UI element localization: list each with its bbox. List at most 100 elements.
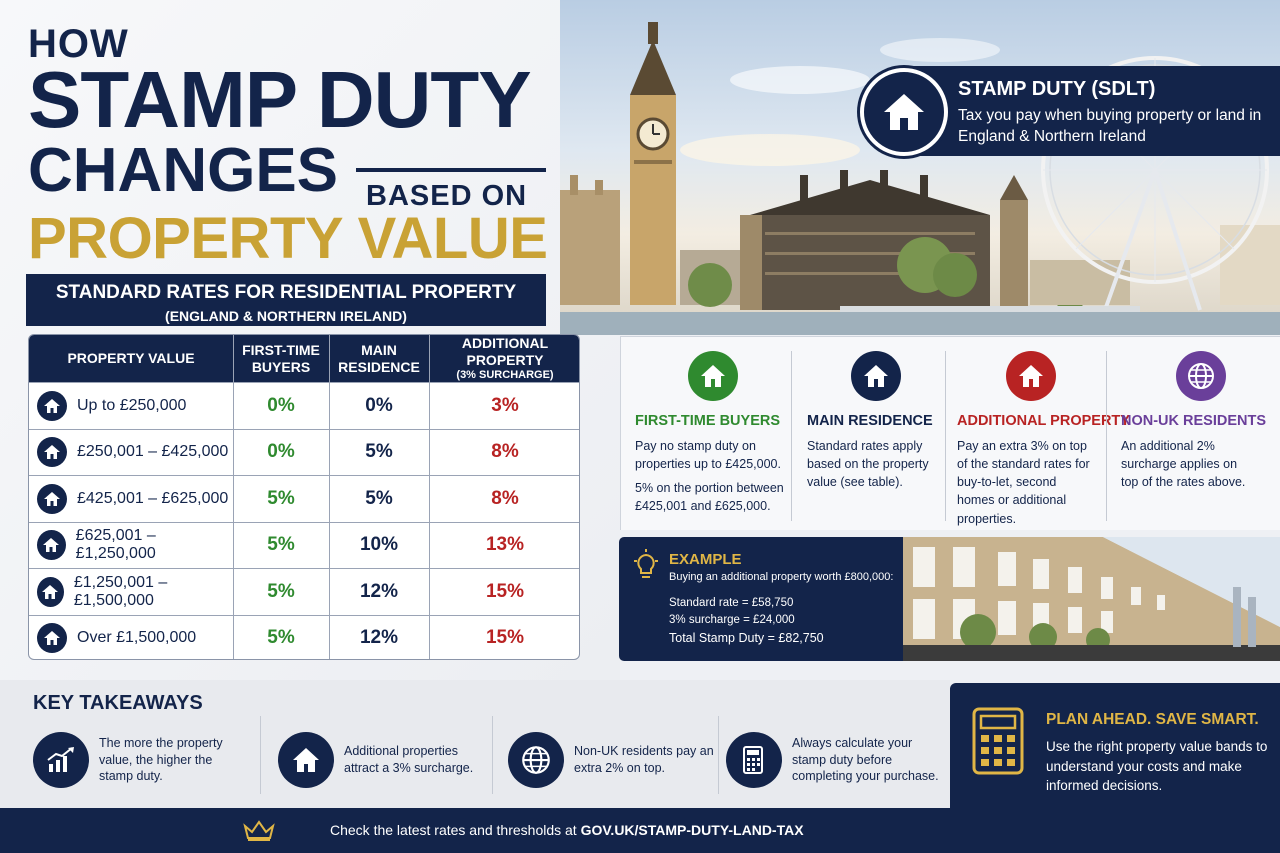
home-icon <box>37 576 64 607</box>
cell-first-time: 5% <box>267 487 295 509</box>
crown-icon <box>243 820 275 841</box>
cell-main: 12% <box>359 627 399 649</box>
rates-header-subtitle: (ENGLAND & NORTHERN IRELAND) <box>165 308 407 324</box>
header-additional: ADDITIONAL PROPERTY (3% SURCHARGE) <box>429 335 579 382</box>
cell-first-time: 5% <box>267 580 295 602</box>
home-icon <box>278 732 334 788</box>
cell-band: £250,001 – £425,000 <box>29 430 233 476</box>
takeaway-item: Additional properties attract a 3% surch… <box>278 720 484 800</box>
table-row: Over £1,500,000 5% 12% 15% <box>29 614 579 660</box>
card-title: FIRST-TIME BUYERS <box>635 413 781 429</box>
title-based-on: BASED ON <box>366 180 528 212</box>
takeaway-text: Non-UK residents pay an extra 2% on top. <box>574 744 714 775</box>
globe-icon <box>1176 351 1226 401</box>
band-label: £1,250,001 – £1,500,000 <box>73 573 168 609</box>
column-divider <box>329 335 330 659</box>
cell-main: 12% <box>359 580 399 602</box>
home-icon <box>37 437 67 468</box>
terraced-houses-image <box>903 537 1280 661</box>
takeaway-divider <box>492 716 493 794</box>
sdlt-title: STAMP DUTY (SDLT) <box>958 78 1156 100</box>
cell-additional: 13% <box>485 534 525 556</box>
card-desc-2: 5% on the portion between £425,001 and £… <box>635 481 784 514</box>
takeaway-item: The more the property value, the higher … <box>33 720 229 800</box>
table-row: £250,001 – £425,000 0% 5% 8% <box>29 428 579 476</box>
plan-ahead-box: PLAN AHEAD. SAVE SMART. Use the right pr… <box>950 683 1280 808</box>
cell-main: 0% <box>365 394 393 416</box>
plan-title: PLAN AHEAD. SAVE SMART. <box>1046 711 1259 728</box>
takeaway-text: Always calculate your stamp duty before … <box>792 735 939 784</box>
band-label: £250,001 – £425,000 <box>77 443 229 461</box>
calculator-icon <box>972 707 1024 775</box>
cell-first-time: 0% <box>267 394 295 416</box>
home-icon <box>688 351 738 401</box>
home-icon <box>37 530 66 561</box>
card-main-residence: MAIN RESIDENCE Standard rates apply base… <box>793 337 945 531</box>
band-label: £625,001 – £1,250,000 <box>75 527 156 563</box>
cell-first-time: 5% <box>267 627 295 649</box>
footer-text: Check the latest rates and thresholds at… <box>330 822 804 838</box>
card-desc: Pay an extra 3% on top of the standard r… <box>957 439 1090 526</box>
example-title: EXAMPLE <box>669 551 742 568</box>
home-icon <box>851 351 901 401</box>
home-icon <box>1006 351 1056 401</box>
cell-band: Up to £250,000 <box>29 383 233 429</box>
cell-main: 5% <box>365 441 393 463</box>
home-icon <box>37 483 67 514</box>
takeaway-item: Non-UK residents pay an extra 2% on top. <box>508 720 719 800</box>
cell-band: £1,250,001 – £1,500,000 <box>29 569 233 615</box>
home-icon <box>37 390 67 421</box>
takeaway-divider <box>260 716 261 794</box>
lightbulb-icon <box>634 549 658 578</box>
header-main: MAIN RESIDENCE <box>338 341 420 375</box>
example-intro: Buying an additional property worth £800… <box>669 571 894 583</box>
card-title: MAIN RESIDENCE <box>807 413 933 429</box>
table-header: PROPERTY VALUE FIRST-TIME BUYERS MAIN RE… <box>29 335 579 382</box>
title-how: HOW <box>28 22 129 66</box>
sdlt-banner: STAMP DUTY (SDLT) Tax you pay when buyin… <box>900 66 1280 156</box>
rates-table: PROPERTY VALUE FIRST-TIME BUYERS MAIN RE… <box>28 334 580 660</box>
band-label: £425,001 – £625,000 <box>77 489 229 507</box>
example-box: EXAMPLE Buying an additional property wo… <box>619 537 903 661</box>
band-label: Over £1,500,000 <box>77 629 197 647</box>
cell-additional: 8% <box>491 441 519 463</box>
card-divider <box>1106 351 1107 521</box>
table-row: £1,250,001 – £1,500,000 5% 12% 15% <box>29 568 579 615</box>
home-icon <box>37 623 67 654</box>
example-standard: Standard rate = £58,750 <box>669 597 794 609</box>
cell-main: 10% <box>359 534 399 556</box>
card-desc: Pay no stamp duty on properties up to £4… <box>635 439 781 472</box>
cell-additional: 15% <box>485 580 525 602</box>
card-title: NON-UK RESIDENTS <box>1121 413 1267 429</box>
table-row: £425,001 – £625,000 5% 5% 8% <box>29 475 579 522</box>
header-additional-label: ADDITIONAL PROPERTY <box>461 335 549 368</box>
card-non-uk-residents: NON-UK RESIDENTS An additional 2% surcha… <box>1107 337 1280 531</box>
cell-main: 5% <box>365 487 393 509</box>
takeaway-text: The more the property value, the higher … <box>99 735 223 784</box>
takeaway-divider <box>718 716 719 794</box>
footer-prefix: Check the latest rates and thresholds at <box>330 822 577 838</box>
chart-up-icon <box>33 732 89 788</box>
example-lines: Standard rate = £58,750 3% surcharge = £… <box>669 595 795 628</box>
cell-band: £425,001 – £625,000 <box>29 476 233 522</box>
column-divider <box>429 335 430 659</box>
footer: Check the latest rates and thresholds at… <box>0 808 1280 853</box>
title-changes: CHANGES <box>28 136 339 205</box>
title-stamp-duty: STAMP DUTY <box>28 55 532 144</box>
title-property-value: PROPERTY VALUE <box>28 206 548 271</box>
cell-additional: 8% <box>491 487 519 509</box>
sdlt-desc: Tax you pay when buying property or land… <box>958 107 1262 145</box>
card-divider <box>791 351 792 521</box>
cell-band: £625,001 – £1,250,000 <box>29 523 233 569</box>
takeaway-text: Additional properties attract a 3% surch… <box>344 744 474 775</box>
card-first-time-buyers: FIRST-TIME BUYERS Pay no stamp duty on p… <box>621 337 791 531</box>
cell-additional: 3% <box>491 394 519 416</box>
takeaway-item: Always calculate your stamp duty before … <box>726 720 942 800</box>
cell-band: Over £1,500,000 <box>29 616 233 660</box>
buyer-categories: FIRST-TIME BUYERS Pay no stamp duty on p… <box>620 336 1280 530</box>
calculator-icon <box>726 732 782 788</box>
cell-first-time: 5% <box>267 534 295 556</box>
example-surcharge: 3% surcharge = £24,000 <box>669 613 795 626</box>
footer-link[interactable]: GOV.UK/STAMP-DUTY-LAND-TAX <box>580 822 804 838</box>
card-desc: An additional 2% surcharge applies on to… <box>1121 439 1246 490</box>
